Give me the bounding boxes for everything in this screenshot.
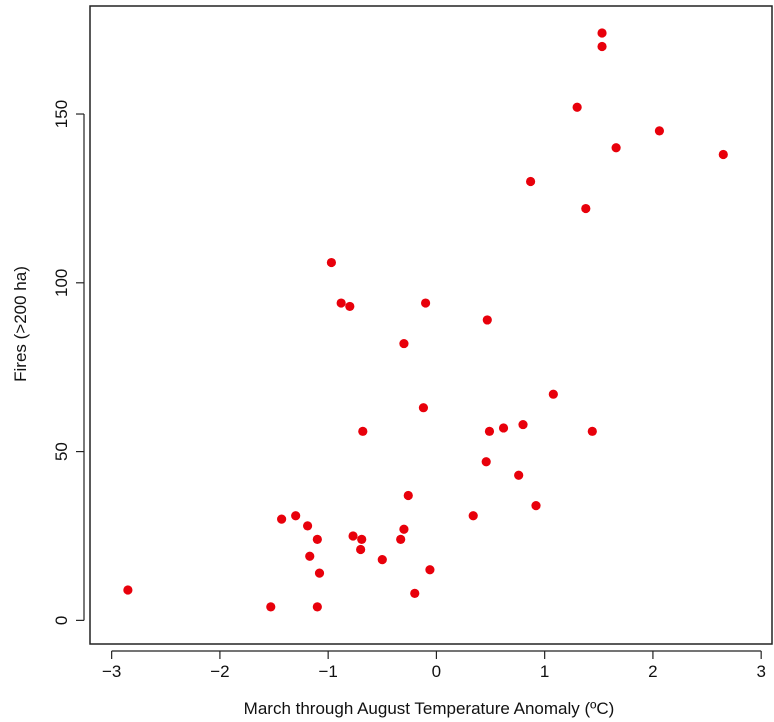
data-point [356, 544, 366, 555]
x-tick-label: −1 [318, 662, 337, 681]
data-point [482, 315, 492, 325]
data-point [336, 298, 346, 308]
data-point [514, 470, 524, 480]
data-point [597, 28, 607, 38]
x-tick-label: 1 [540, 662, 549, 681]
data-point [277, 514, 287, 524]
data-point [525, 176, 536, 187]
data-point [581, 203, 591, 214]
y-tick-label: 0 [52, 616, 71, 625]
data-point [484, 426, 495, 436]
plot-frame [89, 5, 773, 645]
data-point [123, 585, 133, 595]
x-axis: −3 −2 −1 0 1 2 3 [102, 650, 766, 681]
data-point [266, 602, 276, 612]
data-point [611, 143, 621, 153]
data-point [326, 257, 337, 268]
x-tick-label: −2 [210, 662, 229, 681]
x-tick-label: 0 [432, 662, 441, 681]
data-point [348, 531, 358, 541]
data-point [312, 602, 322, 612]
data-point [403, 490, 413, 501]
data-point [498, 423, 509, 433]
data-point [314, 568, 325, 578]
x-axis-title: March through August Temperature Anomaly… [244, 699, 615, 718]
y-tick-label: 100 [52, 269, 71, 297]
x-tick-label: −3 [102, 662, 121, 681]
data-point [396, 534, 406, 544]
data-point [531, 500, 541, 511]
data-point [305, 551, 315, 561]
y-axis-title: Fires (>200 ha) [11, 266, 30, 382]
y-tick-label: 50 [52, 442, 71, 461]
data-point [399, 524, 409, 534]
data-point [399, 338, 409, 349]
x-tick-label: 2 [648, 662, 657, 681]
data-point [345, 301, 355, 312]
data-point [358, 426, 368, 436]
y-axis: 0 50 100 150 [52, 100, 85, 625]
data-point [572, 102, 582, 112]
data-point [377, 555, 387, 565]
data-point [481, 457, 491, 467]
data-point [718, 149, 728, 160]
y-tick-label: 150 [52, 100, 71, 128]
x-tick-label: 3 [756, 662, 765, 681]
data-point [597, 41, 607, 52]
data-point [418, 403, 429, 413]
data-point [425, 565, 435, 575]
data-point [420, 298, 431, 308]
data-point [518, 419, 528, 430]
data-point [468, 511, 478, 521]
data-point [548, 389, 558, 399]
data-point [410, 588, 420, 598]
data-point [587, 426, 597, 436]
data-point [654, 126, 665, 136]
data-point [291, 511, 301, 521]
data-point [357, 534, 367, 544]
data-point [312, 534, 322, 544]
data-points [123, 28, 728, 612]
data-point [302, 521, 313, 531]
